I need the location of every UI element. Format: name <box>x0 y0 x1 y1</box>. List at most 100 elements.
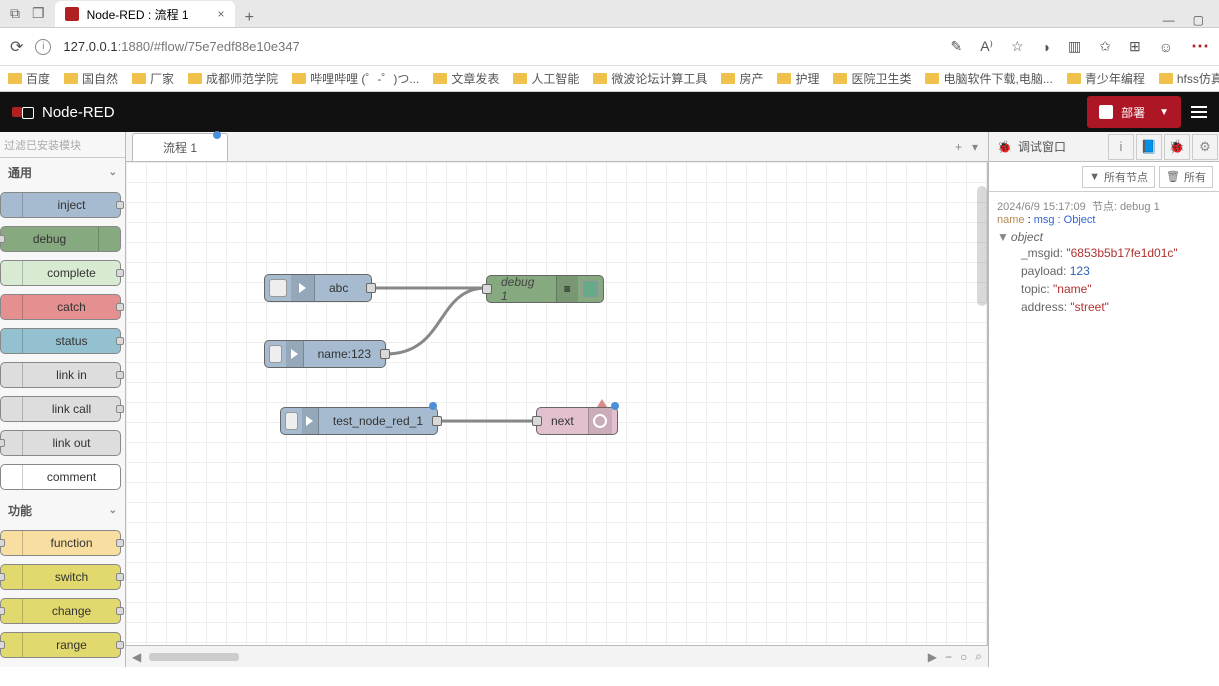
debug-tab-icon[interactable]: 🐞 <box>1164 134 1190 160</box>
chevron-down-icon[interactable]: ▼ <box>1159 107 1169 118</box>
port-in[interactable] <box>482 284 492 294</box>
debug-toggle-button[interactable] <box>582 280 599 298</box>
flow-node-debug1[interactable]: debug 1≡ <box>486 275 604 303</box>
refresh-icon[interactable]: ⟳ <box>10 37 23 57</box>
bookmark-item[interactable]: 微波论坛计算工具 <box>593 70 707 87</box>
favorites-list-icon[interactable]: ✩ <box>1099 38 1111 55</box>
palette-node-catch[interactable]: catch <box>0 294 121 320</box>
bookmark-item[interactable]: 文章发表 <box>433 70 499 87</box>
flow-node-next[interactable]: next <box>536 407 618 435</box>
bookmark-item[interactable]: 房产 <box>721 70 763 87</box>
url-field[interactable]: 127.0.0.1:1880/#flow/75e7edf88e10e347 <box>63 39 299 54</box>
config-tab-icon[interactable]: ⚙ <box>1192 134 1218 160</box>
folder-icon <box>833 73 847 84</box>
inject-trigger-button[interactable] <box>269 279 287 297</box>
palette-node-comment[interactable]: comment <box>0 464 121 490</box>
palette-node-function[interactable]: function <box>0 530 121 556</box>
palette-node-switch[interactable]: switch <box>0 564 121 590</box>
nodered-logo: Node-RED <box>12 104 115 121</box>
object-tree[interactable]: ▼object _msgid: "6853b5b17fe1d01c" paylo… <box>997 226 1211 316</box>
bookmark-item[interactable]: 医院卫生类 <box>833 70 911 87</box>
palette-node-link-in[interactable]: link in <box>0 362 121 388</box>
wire[interactable] <box>386 288 486 354</box>
palette-node-link-call[interactable]: link call <box>0 396 121 422</box>
info-tab-icon[interactable]: i <box>1108 134 1134 160</box>
inject-trigger-button[interactable] <box>269 345 282 363</box>
node-type-icon <box>1 465 23 489</box>
help-tab-icon[interactable]: 📘 <box>1136 134 1162 160</box>
bookmarks-bar: 百度国自然厂家成都师范学院哔哩哔哩 (゜-゜)つ... 文章发表人工智能微波论坛计… <box>0 66 1219 92</box>
bookmark-item[interactable]: 哔哩哔哩 (゜-゜)つ... <box>292 70 419 87</box>
profile-icon[interactable]: ☺ <box>1159 39 1173 55</box>
palette-node-link-out[interactable]: link out <box>0 430 121 456</box>
zoom-search-icon[interactable]: ⌕ <box>975 649 982 664</box>
scroll-scrubber[interactable] <box>149 653 239 661</box>
copy-tab-icon[interactable]: ❐ <box>32 5 45 22</box>
port-out <box>116 269 124 277</box>
clear-button[interactable]: 🗑 所有 <box>1159 166 1213 188</box>
palette-node-complete[interactable]: complete <box>0 260 121 286</box>
browser-tab-strip: ⧉ ❐ Node-RED : 流程 1 × + — ▢ <box>0 0 1219 28</box>
flow-node-test[interactable]: test_node_red_1 <box>280 407 438 435</box>
deploy-icon <box>1099 105 1113 119</box>
port-out[interactable] <box>366 283 376 293</box>
minimize-icon[interactable]: — <box>1163 13 1175 27</box>
nav-left-icon[interactable]: ◀ <box>132 650 141 664</box>
bookmark-item[interactable]: 电脑软件下载,电脑... <box>925 70 1052 87</box>
bookmark-item[interactable]: 国自然 <box>64 70 118 87</box>
msg-type[interactable]: msg : Object <box>1034 214 1096 226</box>
port-in <box>0 573 5 581</box>
close-tab-icon[interactable]: × <box>218 7 225 21</box>
filter-nodes-button[interactable]: ▼ 所有节点 <box>1082 166 1155 188</box>
palette-node-debug[interactable]: debug <box>0 226 121 252</box>
bookmark-item[interactable]: hfss仿真 <box>1159 70 1219 87</box>
add-flow-icon[interactable]: + <box>955 140 962 154</box>
palette-search-input[interactable]: 过滤已安装模块 <box>0 132 125 158</box>
extensions-icon-1[interactable]: ◑ <box>1042 39 1050 55</box>
palette-node-inject[interactable]: inject <box>0 192 121 218</box>
new-tab-button[interactable]: + <box>235 9 264 27</box>
flow-node-abc[interactable]: abc <box>264 274 372 302</box>
palette-category-function[interactable]: 功能⌄ <box>0 496 125 524</box>
port-out[interactable] <box>432 416 442 426</box>
site-info-icon[interactable]: i <box>35 39 51 55</box>
palette-node-change[interactable]: change <box>0 598 121 624</box>
zoom-reset-icon[interactable]: ○ <box>960 650 967 664</box>
zoom-out-icon[interactable]: − <box>945 650 952 664</box>
browser-tab-active[interactable]: Node-RED : 流程 1 × <box>55 1 235 27</box>
bookmark-item[interactable]: 成都师范学院 <box>188 70 278 87</box>
broadcast-icon <box>588 408 612 434</box>
folder-icon <box>1067 73 1081 84</box>
debug-filter-bar: ▼ 所有节点 🗑 所有 <box>989 162 1219 192</box>
maximize-icon[interactable]: ▢ <box>1193 13 1204 27</box>
split-icon[interactable]: ▥ <box>1068 38 1081 55</box>
deploy-button[interactable]: 部署 ▼ <box>1087 96 1181 128</box>
main-menu-icon[interactable] <box>1191 106 1207 118</box>
sidebar-tab-debug[interactable]: 🐞 调试窗口 <box>989 138 1074 155</box>
flow-canvas[interactable]: abc debug 1≡ name:123 test_node_red_1 next <box>126 162 987 645</box>
bookmark-item[interactable]: 青少年编程 <box>1067 70 1145 87</box>
flow-tab-active[interactable]: 流程 1 <box>132 133 228 161</box>
collections-icon-2[interactable]: ⊞ <box>1129 38 1141 55</box>
bookmark-item[interactable]: 厂家 <box>132 70 174 87</box>
chevron-down-icon: ⌄ <box>109 505 117 516</box>
bookmark-item[interactable]: 百度 <box>8 70 50 87</box>
scrollbar-thumb[interactable] <box>977 186 987 306</box>
flow-node-name123[interactable]: name:123 <box>264 340 386 368</box>
browser-menu-icon[interactable]: ⋯ <box>1191 36 1209 57</box>
read-aloud-icon[interactable]: A⁾ <box>980 38 993 55</box>
bookmark-item[interactable]: 护理 <box>777 70 819 87</box>
port-in[interactable] <box>532 416 542 426</box>
flow-menu-icon[interactable]: ▾ <box>972 140 978 154</box>
reader-icon[interactable]: ✎ <box>950 38 962 55</box>
palette-category-common[interactable]: 通用⌄ <box>0 158 125 186</box>
collections-icon[interactable]: ⧉ <box>10 5 20 22</box>
port-out[interactable] <box>380 349 390 359</box>
palette-node-status[interactable]: status <box>0 328 121 354</box>
nav-right-icon[interactable]: ▶ <box>928 650 937 664</box>
bookmark-item[interactable]: 人工智能 <box>513 70 579 87</box>
app-title: Node-RED <box>42 104 115 121</box>
favorite-icon[interactable]: ☆ <box>1011 38 1024 55</box>
palette-node-range[interactable]: range <box>0 632 121 658</box>
inject-trigger-button[interactable] <box>285 412 298 430</box>
